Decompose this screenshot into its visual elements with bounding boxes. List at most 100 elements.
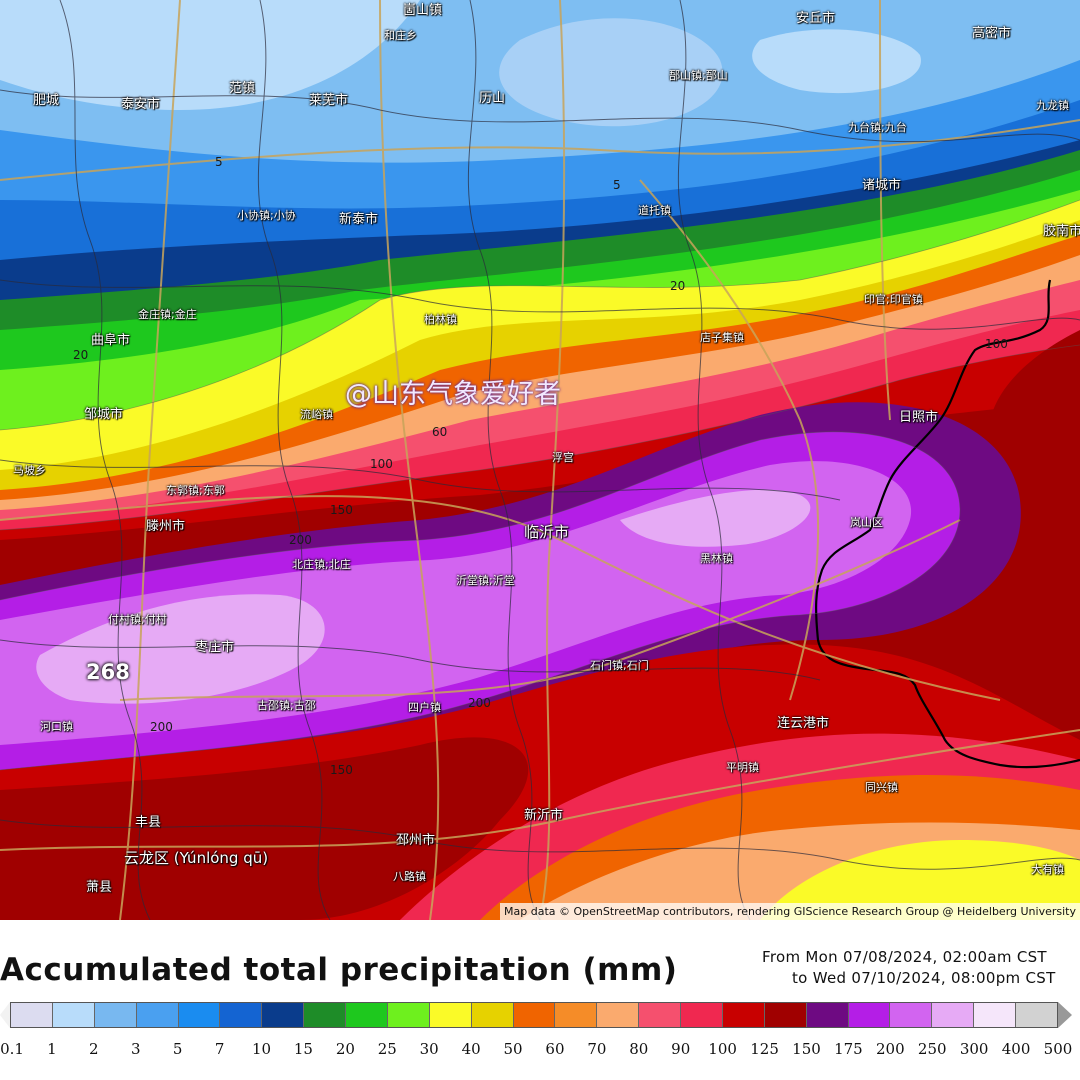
city-label: 高密市 xyxy=(972,26,1012,41)
color-scale-tick-label: 7 xyxy=(214,1040,225,1058)
city-label: 沂堂镇;沂堂 xyxy=(456,574,515,587)
color-scale-tick-label: 175 xyxy=(834,1040,863,1058)
color-scale-tick-label: 2 xyxy=(89,1040,99,1058)
max-value-label: 268 xyxy=(86,660,130,684)
color-scale-tick-label: 400 xyxy=(1001,1040,1031,1058)
color-scale-cell xyxy=(1015,1003,1057,1027)
map-view[interactable]: 5 5 20 20 60 100 150 200 200 200 150 100… xyxy=(0,0,1080,920)
city-label: 新沂市 xyxy=(524,808,564,823)
color-scale-cell xyxy=(680,1003,722,1027)
color-scale-cell xyxy=(11,1003,52,1027)
map-attribution[interactable]: Map data © OpenStreetMap contributors, r… xyxy=(500,903,1080,920)
color-scale-cell xyxy=(219,1003,262,1027)
city-label: 柏林镇 xyxy=(424,313,457,326)
contour-lines xyxy=(0,199,1080,771)
color-scale-tick-label: 0.1 xyxy=(0,1040,24,1058)
city-label: 古邵镇;古邵 xyxy=(257,699,316,712)
contour-label: 200 xyxy=(289,533,312,547)
contour-label: 60 xyxy=(432,425,448,439)
city-label: 浮宫 xyxy=(552,451,574,464)
city-label: 大有镇 xyxy=(1031,863,1064,876)
color-scale-cell xyxy=(973,1003,1015,1027)
city-label: 范镇 xyxy=(229,81,256,96)
color-scale-tick-label: 50 xyxy=(503,1040,523,1058)
color-scale-cell xyxy=(847,1003,890,1027)
city-label: 平明镇 xyxy=(726,761,759,774)
city-label: 付村镇;付村 xyxy=(108,613,167,626)
color-scale-tick-label: 5 xyxy=(172,1040,183,1058)
precipitation-map xyxy=(0,0,1080,920)
city-label: 莱芜市 xyxy=(309,93,349,108)
city-label: 同兴镇 xyxy=(865,781,898,794)
color-scale-cell xyxy=(889,1003,932,1027)
city-label: 崮山镇 xyxy=(403,3,443,18)
color-scale-tick-label: 250 xyxy=(917,1040,947,1058)
color-scale-tick-label: 15 xyxy=(293,1040,313,1058)
city-label: 金庄镇;金庄 xyxy=(138,308,197,321)
city-label: 丰县 xyxy=(135,815,162,830)
city-label: 八路镇 xyxy=(393,870,426,883)
color-scale-tick-label: 150 xyxy=(792,1040,821,1058)
city-label: 石门镇;石门 xyxy=(590,659,649,672)
city-label: 邹城市 xyxy=(84,407,124,422)
color-scale-cell xyxy=(135,1003,178,1027)
period-to: to Wed 07/10/2024, 08:00pm CST xyxy=(792,969,1056,987)
city-label: 邳州市 xyxy=(396,833,436,848)
color-scale-cell xyxy=(51,1003,94,1027)
city-label: 枣庄市 xyxy=(195,640,235,655)
contour-label: 5 xyxy=(215,155,223,169)
color-scale-bar xyxy=(10,1002,1058,1028)
city-label: 店子集镇 xyxy=(700,331,744,344)
city-label: 黑林镇 xyxy=(700,552,733,565)
city-label: 诸城市 xyxy=(862,178,902,193)
band-lightest xyxy=(0,0,420,110)
color-scale-cell xyxy=(512,1003,555,1027)
color-scale-tick-label: 200 xyxy=(875,1040,905,1058)
city-label: 郚山镇;郚山 xyxy=(669,69,728,82)
color-scale-cell xyxy=(386,1003,429,1027)
city-label: 岚山区 xyxy=(850,516,883,529)
city-label: 四户镇 xyxy=(408,701,441,714)
city-label: 云龙区 (Yúnlóng qū) xyxy=(124,849,269,867)
band-lightest-2 xyxy=(499,18,723,127)
admin-borders xyxy=(0,0,1080,920)
watermark: @山东气象爱好者 xyxy=(345,379,561,410)
city-label: 肥城 xyxy=(33,93,60,108)
color-scale-cell xyxy=(303,1003,345,1027)
city-label: 萧县 xyxy=(86,880,113,895)
legend-title: Accumulated total precipitation (mm) xyxy=(0,952,678,988)
city-label: 和庄乡 xyxy=(384,29,417,42)
city-label: 道托镇 xyxy=(638,204,671,217)
color-scale-tick-label: 40 xyxy=(461,1040,481,1058)
city-label: 泰安市 xyxy=(121,97,161,112)
color-scale-tick-label: 20 xyxy=(335,1040,355,1058)
color-scale-cell xyxy=(345,1003,387,1027)
color-scale-tick-label: 30 xyxy=(419,1040,439,1058)
color-scale-tick-label: 80 xyxy=(629,1040,649,1058)
color-scale-cell xyxy=(93,1003,136,1027)
contour-label: 200 xyxy=(468,696,491,710)
city-label: 马坡乡 xyxy=(13,464,46,477)
city-label: 曲阜市 xyxy=(91,333,131,348)
color-scale-cell xyxy=(261,1003,304,1027)
contour-label: 200 xyxy=(150,720,173,734)
contour-label: 100 xyxy=(985,337,1008,351)
roads xyxy=(0,0,1080,920)
city-label: 印官;印官镇 xyxy=(864,293,923,306)
colorbar-right-arrow xyxy=(1058,1002,1072,1028)
color-scale-cell xyxy=(554,1003,597,1027)
colorbar-left-arrow xyxy=(0,1002,10,1028)
color-scale-tick-label: 60 xyxy=(545,1040,565,1058)
color-scale-tick-label: 125 xyxy=(750,1040,779,1058)
city-label: 历山 xyxy=(479,91,506,106)
color-scale-tick-label: 70 xyxy=(587,1040,607,1058)
contour-label: 150 xyxy=(330,503,353,517)
color-scale-cell xyxy=(428,1003,471,1027)
city-label: 胶南市 xyxy=(1043,224,1080,239)
color-scale-cell xyxy=(638,1003,680,1027)
color-scale-tick-label: 500 xyxy=(1043,1040,1073,1058)
city-label: 九台镇;九台 xyxy=(848,121,907,134)
color-scale-tick-label: 100 xyxy=(708,1040,737,1058)
city-label: 新泰市 xyxy=(339,212,379,227)
city-label: 安丘市 xyxy=(796,11,836,26)
